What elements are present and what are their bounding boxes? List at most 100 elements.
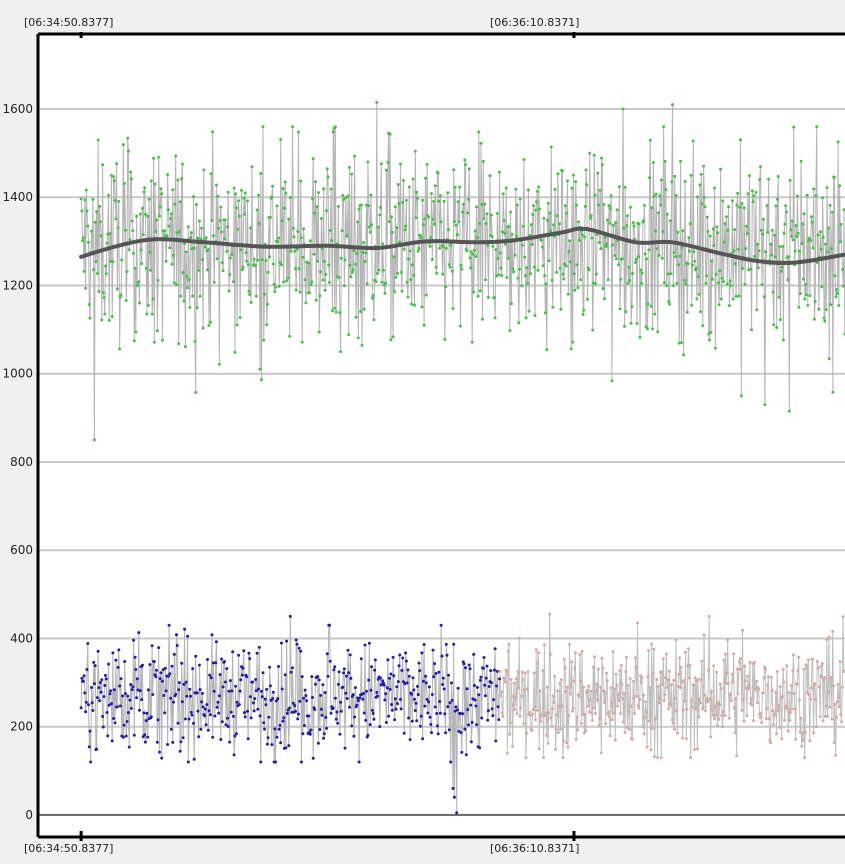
data-point (565, 741, 569, 745)
data-point (182, 299, 186, 303)
data-point (347, 671, 351, 675)
data-point (353, 154, 357, 158)
data-point (349, 275, 353, 279)
data-point (168, 246, 172, 250)
data-point (219, 205, 223, 209)
data-point (113, 721, 117, 725)
data-point (376, 677, 380, 681)
data-point (353, 686, 357, 690)
data-point (795, 235, 799, 238)
data-point (404, 198, 408, 202)
data-point (661, 682, 665, 686)
data-point (158, 214, 161, 218)
data-point (429, 723, 433, 726)
data-point (252, 257, 256, 261)
data-point (806, 658, 810, 662)
data-point (673, 727, 676, 731)
data-point (803, 730, 807, 734)
data-point (800, 744, 804, 748)
data-point (757, 687, 761, 691)
data-point (444, 246, 448, 250)
data-point (503, 231, 507, 235)
data-point (288, 706, 292, 710)
data-point (532, 265, 536, 269)
data-point (579, 722, 583, 726)
data-point (638, 335, 642, 339)
data-point (302, 227, 306, 231)
data-point (324, 715, 328, 719)
data-point (429, 236, 433, 240)
data-point (150, 644, 154, 648)
data-point (452, 168, 456, 172)
data-point (490, 707, 494, 711)
data-point (715, 724, 719, 728)
data-point (209, 713, 212, 717)
data-point (291, 666, 294, 670)
data-point (239, 248, 243, 252)
time-label-bottom-right: [06:36:10.8371] (490, 842, 579, 855)
data-point (773, 255, 777, 259)
data-point (326, 175, 330, 179)
data-point (611, 223, 615, 227)
data-point (485, 212, 489, 216)
data-point (756, 266, 760, 270)
data-point (597, 241, 601, 245)
data-point (229, 710, 233, 714)
data-point (492, 698, 496, 702)
data-point (336, 721, 340, 725)
data-point (376, 272, 380, 275)
data-point (454, 223, 458, 227)
data-point (786, 707, 790, 711)
data-point (279, 741, 283, 745)
data-point (553, 674, 557, 678)
data-point (688, 222, 692, 226)
data-point (490, 235, 494, 238)
data-point (727, 205, 731, 209)
data-point (361, 250, 365, 254)
data-point (475, 205, 479, 209)
data-point (129, 170, 133, 174)
data-point (341, 685, 345, 689)
data-point (501, 192, 505, 196)
data-point (169, 727, 173, 731)
data-point (138, 301, 141, 305)
data-point (542, 756, 546, 760)
data-point (610, 379, 614, 383)
data-point (157, 155, 161, 159)
data-point (170, 664, 174, 668)
data-point (568, 642, 571, 646)
data-point (331, 130, 335, 134)
data-point (95, 210, 99, 214)
data-point (160, 192, 164, 196)
data-point (528, 710, 532, 714)
data-point (257, 222, 261, 226)
data-point (196, 236, 200, 240)
data-point (80, 209, 84, 213)
data-point (277, 665, 280, 668)
data-point (513, 708, 517, 712)
data-point (279, 137, 283, 141)
data-point (442, 687, 446, 691)
data-point (163, 229, 167, 233)
data-point (609, 686, 613, 690)
y-tick-label: 600 (10, 543, 33, 557)
data-point (189, 710, 193, 714)
data-point (729, 692, 733, 696)
data-point (250, 165, 254, 169)
data-point (126, 694, 130, 698)
data-point (720, 714, 724, 718)
data-point (399, 162, 402, 166)
data-point (635, 694, 639, 698)
data-point (413, 149, 417, 153)
data-point (121, 694, 124, 698)
data-point (169, 696, 173, 700)
data-point (243, 191, 247, 195)
data-point (706, 700, 710, 704)
data-point (395, 226, 399, 230)
data-point (525, 687, 529, 691)
data-point (522, 722, 526, 726)
data-point (367, 225, 371, 229)
data-point (192, 246, 196, 250)
data-point (396, 702, 399, 706)
data-point (525, 731, 529, 735)
